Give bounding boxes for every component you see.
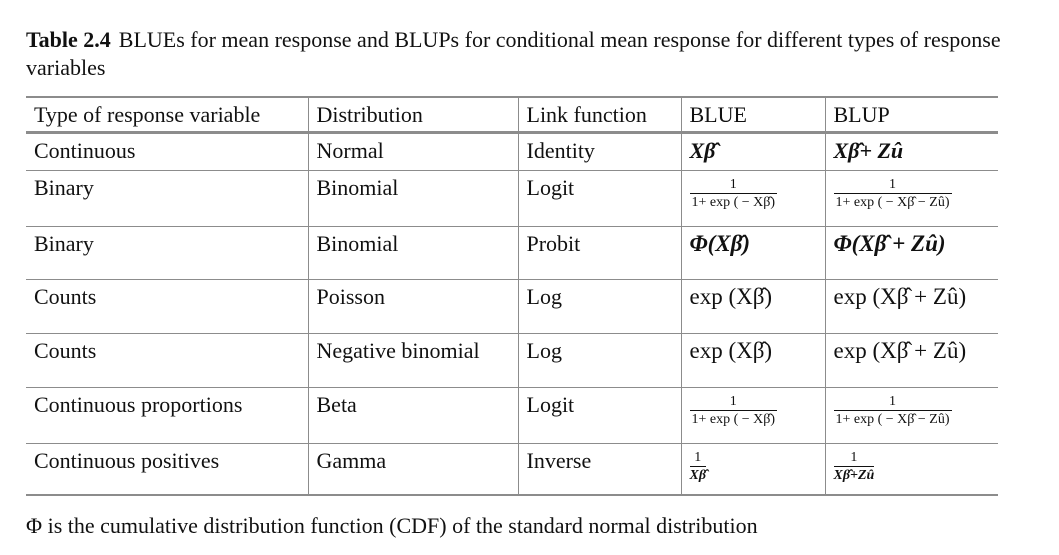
cell-link: Probit xyxy=(517,226,681,280)
cell-distribution: Poisson xyxy=(307,279,518,334)
fraction-denominator: 1+ exp ( − Xβ̂) xyxy=(689,192,778,210)
fraction-numerator: 1 xyxy=(850,449,858,465)
cell-link: Logit xyxy=(517,387,681,444)
cell-blue: exp (Xβ̂) xyxy=(680,279,825,334)
cell-blue: 1 1+ exp ( − Xβ̂) xyxy=(680,170,825,227)
cell-blup: Φ(Xβ̂ + Zû) xyxy=(824,226,998,280)
cell-type: Continuous positives xyxy=(26,443,308,496)
cell-distribution: Negative binomial xyxy=(307,333,518,388)
cell-blue: exp (Xβ̂) xyxy=(680,333,825,388)
fraction-denominator: 1+ exp ( − Xβ̂) xyxy=(689,409,778,427)
fraction-denominator: Xβ̂+Zû xyxy=(833,465,875,483)
cell-link: Inverse xyxy=(517,443,681,496)
cell-distribution: Binomial xyxy=(307,170,518,227)
blup-formula: Xβ̂+ Zû xyxy=(833,137,904,163)
cell-type: Counts xyxy=(26,333,308,388)
cell-type: Continuous proportions xyxy=(26,387,308,444)
fraction-denominator: 1+ exp ( − Xβ̂ − Zû) xyxy=(833,409,952,427)
cell-blup: 1 1+ exp ( − Xβ̂ − Zû) xyxy=(824,387,998,444)
cell-blue: Φ(Xβ̂) xyxy=(680,226,825,280)
cell-blup: 1 Xβ̂+Zû xyxy=(824,443,998,496)
blue-formula: exp (Xβ̂) xyxy=(689,283,773,309)
fraction-numerator: 1 xyxy=(889,176,896,192)
blup-fraction: 1 1+ exp ( − Xβ̂ − Zû) xyxy=(833,393,952,429)
fraction-numerator: 1 xyxy=(729,176,737,192)
table-row: Counts Negative binomial Log exp (Xβ̂) e… xyxy=(26,333,998,388)
header-link: Link function xyxy=(517,96,681,134)
cell-type: Binary xyxy=(26,170,308,227)
cell-link: Log xyxy=(517,279,681,334)
blup-formula: exp (Xβ̂ + Zû) xyxy=(833,283,967,309)
header-distribution: Distribution xyxy=(307,96,518,134)
table-caption: Table 2.4 BLUEs for mean response and BLU… xyxy=(26,26,1016,82)
blue-fraction: 1 1+ exp ( − Xβ̂) xyxy=(689,393,778,429)
table-row: Binary Binomial Probit Φ(Xβ̂) Φ(Xβ̂ + Zû… xyxy=(26,226,998,280)
table-row: Binary Binomial Logit 1 1+ exp ( − Xβ̂) … xyxy=(26,170,998,227)
table-footnote: Φ is the cumulative distribution functio… xyxy=(26,513,758,538)
table-row: Continuous Normal Identity Xβ̂ Xβ̂+ Zû xyxy=(26,132,998,171)
header-row: Type of response variable Distribution L… xyxy=(26,96,998,134)
fraction-denominator: 1+ exp ( − Xβ̂ − Zû) xyxy=(833,192,952,210)
cell-blup: 1 1+ exp ( − Xβ̂ − Zû) xyxy=(824,170,998,227)
header-blue: BLUE xyxy=(680,96,825,134)
blue-fraction: 1 1+ exp ( − Xβ̂) xyxy=(689,176,778,212)
fraction-numerator: 1 xyxy=(694,449,702,465)
blue-blup-table: Type of response variable Distribution L… xyxy=(26,96,998,496)
fraction-numerator: 1 xyxy=(889,393,896,409)
cell-link: Identity xyxy=(517,132,681,171)
blup-formula: Φ(Xβ̂ + Zû) xyxy=(833,230,946,256)
cell-blup: exp (Xβ̂ + Zû) xyxy=(824,333,998,388)
table-row: Continuous proportions Beta Logit 1 1+ e… xyxy=(26,387,998,444)
cell-blue: Xβ̂ xyxy=(680,132,825,171)
cell-blue: 1 1+ exp ( − Xβ̂) xyxy=(680,387,825,444)
cell-type: Continuous xyxy=(26,132,308,171)
blue-formula: exp (Xβ̂) xyxy=(689,337,773,363)
blup-fraction: 1 1+ exp ( − Xβ̂ − Zû) xyxy=(833,176,952,212)
cell-blue: 1 Xβ̂ xyxy=(680,443,825,496)
cell-distribution: Normal xyxy=(307,132,518,171)
caption-text: BLUEs for mean response and BLUPs for co… xyxy=(26,27,1001,80)
blup-formula: exp (Xβ̂ + Zû) xyxy=(833,337,967,363)
blue-formula: Xβ̂ xyxy=(689,137,716,163)
cell-blup: exp (Xβ̂ + Zû) xyxy=(824,279,998,334)
blue-formula: Φ(Xβ̂) xyxy=(689,230,751,256)
blue-fraction: 1 Xβ̂ xyxy=(689,449,707,485)
fraction-numerator: 1 xyxy=(729,393,737,409)
header-blup: BLUP xyxy=(824,96,998,134)
cell-type: Binary xyxy=(26,226,308,280)
cell-distribution: Beta xyxy=(307,387,518,444)
cell-type: Counts xyxy=(26,279,308,334)
header-type: Type of response variable xyxy=(26,96,308,134)
cell-distribution: Gamma xyxy=(307,443,518,496)
table-row: Counts Poisson Log exp (Xβ̂) exp (Xβ̂ + … xyxy=(26,279,998,334)
cell-link: Log xyxy=(517,333,681,388)
fraction-denominator: Xβ̂ xyxy=(689,465,707,483)
table-number: Table 2.4 xyxy=(26,27,111,52)
blup-fraction: 1 Xβ̂+Zû xyxy=(833,449,875,485)
cell-blup: Xβ̂+ Zû xyxy=(824,132,998,171)
cell-link: Logit xyxy=(517,170,681,227)
table-row: Continuous positives Gamma Inverse 1 Xβ̂… xyxy=(26,443,998,496)
cell-distribution: Binomial xyxy=(307,226,518,280)
